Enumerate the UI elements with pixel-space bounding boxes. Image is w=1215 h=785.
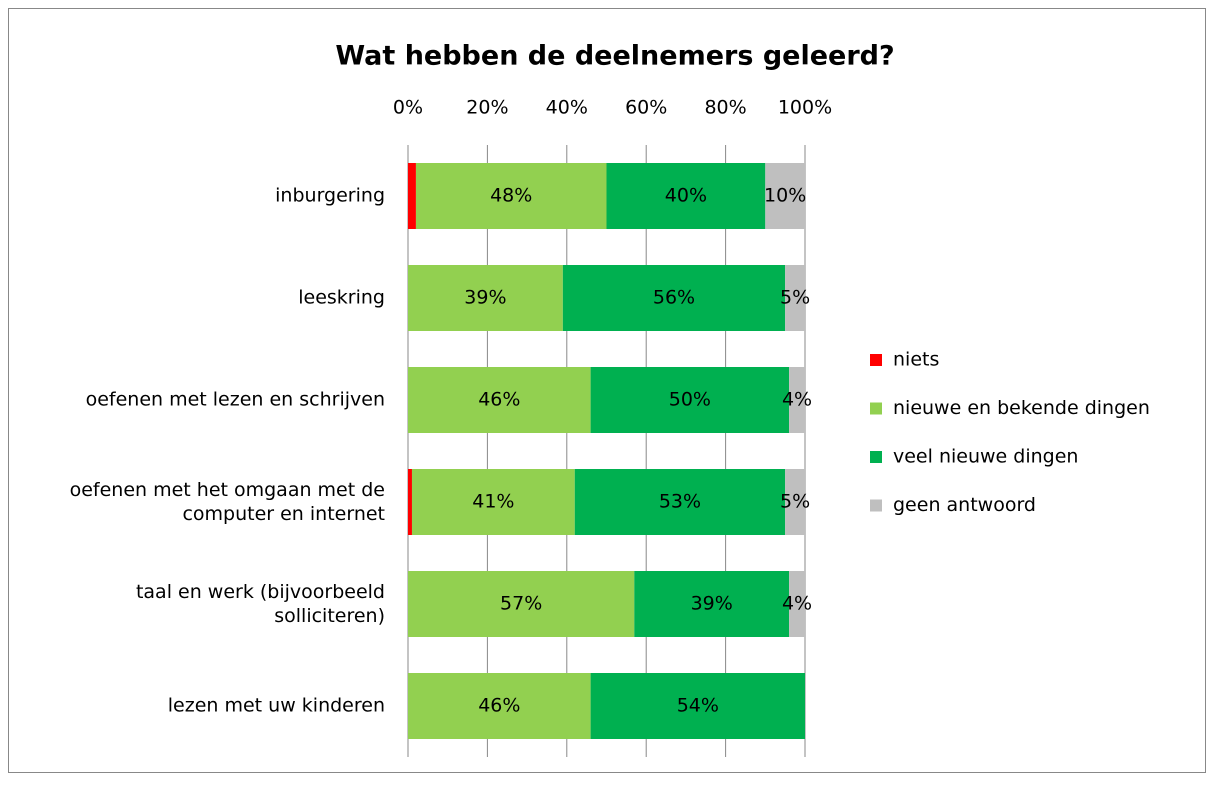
legend-swatch <box>870 451 882 463</box>
data-label: 39% <box>691 593 733 615</box>
x-tick-label: 80% <box>704 97 746 119</box>
bar-segment <box>785 265 805 331</box>
bar-segment <box>574 469 786 535</box>
legend-label: geen antwoord <box>893 494 1036 516</box>
y-tick-label: taal en werk (bijvoorbeeld solliciteren) <box>136 581 385 627</box>
x-tick-label: 20% <box>466 97 508 119</box>
legend-swatch <box>870 402 882 415</box>
legend-label: niets <box>893 349 939 371</box>
data-label: 46% <box>478 695 520 717</box>
y-tick-label: oefenen met lezen en schrijven <box>86 389 385 411</box>
x-tick-label: 60% <box>625 97 667 119</box>
data-label: 40% <box>665 185 707 207</box>
data-label: 39% <box>464 287 506 309</box>
data-label: 41% <box>472 491 514 513</box>
data-label: 54% <box>677 695 719 717</box>
bar-segment <box>634 571 790 637</box>
data-label: 48% <box>490 185 532 207</box>
bar-segment <box>562 265 786 331</box>
bar-segment <box>785 469 805 535</box>
bar-segment <box>765 163 805 229</box>
data-label: 57% <box>500 593 542 615</box>
data-label: 4% <box>782 593 812 615</box>
y-tick-label: inburgering <box>275 185 385 207</box>
data-label: 50% <box>669 389 711 411</box>
bar-segment <box>408 469 412 535</box>
bar-segment <box>789 367 805 433</box>
legend-label: veel nieuwe dingen <box>893 446 1078 468</box>
x-tick-label: 40% <box>546 97 588 119</box>
x-tick-label: 100% <box>778 97 832 119</box>
y-tick-label: oefenen met het omgaan met de computer en… <box>70 479 385 525</box>
bar-segment <box>408 163 416 229</box>
data-label: 56% <box>653 287 695 309</box>
legend-swatch <box>870 499 882 512</box>
data-label: 5% <box>780 491 810 513</box>
data-label: 5% <box>780 287 810 309</box>
bar-segment <box>408 367 591 433</box>
legend-swatch <box>870 354 882 366</box>
chart-title: Wat hebben de deelnemers geleerd? <box>335 41 894 72</box>
bar-segment <box>408 571 635 637</box>
bar-segment <box>408 673 591 739</box>
legend-label: nieuwe en bekende dingen <box>893 397 1150 419</box>
bar-segment <box>789 571 805 637</box>
bar-segment <box>590 673 805 739</box>
y-tick-label: lezen met uw kinderen <box>168 695 385 717</box>
data-label: 10% <box>764 185 806 207</box>
data-label: 53% <box>659 491 701 513</box>
bar-segment <box>408 265 563 331</box>
bar-segment <box>415 163 607 229</box>
bar-segment <box>590 367 790 433</box>
data-label: 46% <box>478 389 520 411</box>
bar-segment <box>411 469 575 535</box>
x-tick-label: 0% <box>393 97 423 119</box>
bar-segment <box>606 163 766 229</box>
data-label: 4% <box>782 389 812 411</box>
y-tick-label: leeskring <box>298 287 385 309</box>
